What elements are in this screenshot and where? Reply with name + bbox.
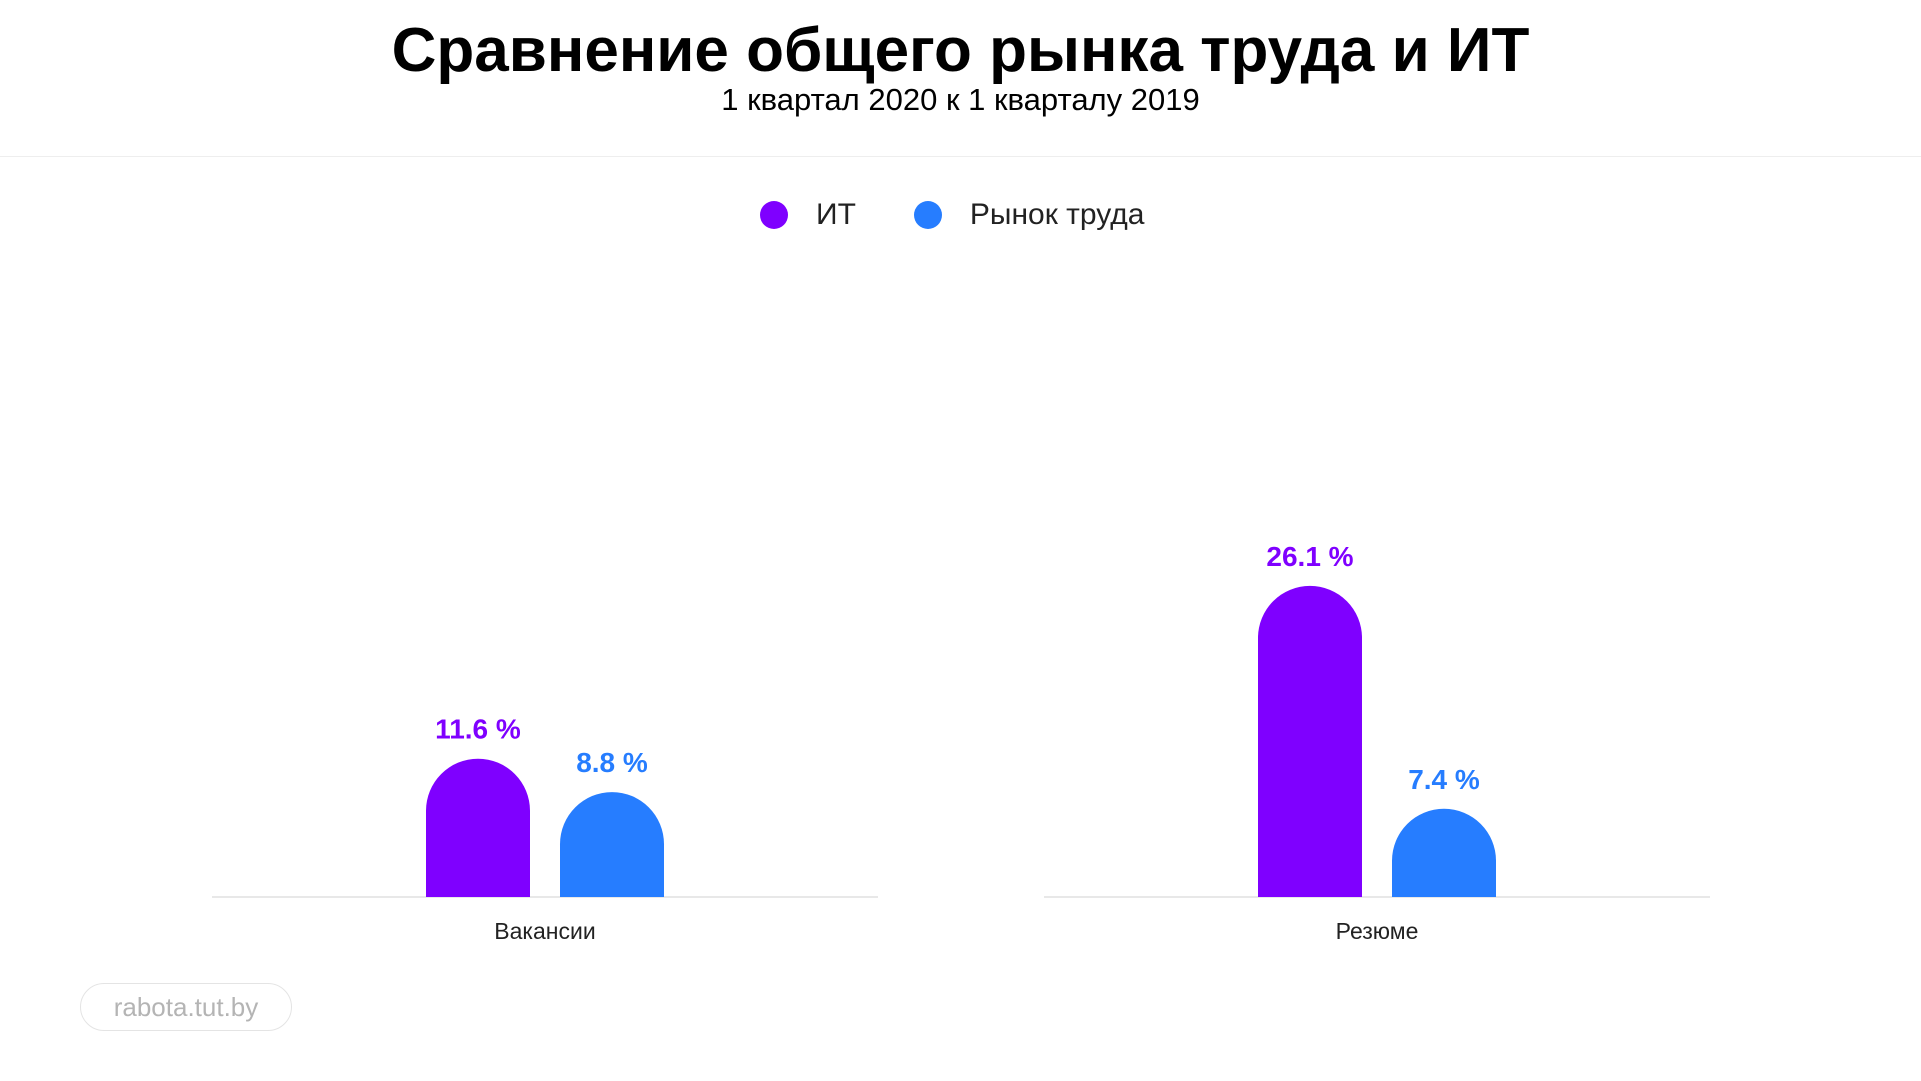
legend: ИТ Рынок труда (760, 193, 1202, 237)
data-label: 8.8 % (576, 747, 648, 778)
bar (1392, 808, 1496, 897)
bar (426, 758, 530, 897)
chart-subtitle: 1 квартал 2020 к 1 кварталу 2019 (721, 82, 1200, 117)
category-label: Вакансии (494, 918, 595, 944)
legend-item-labor-market: Рынок труда (913, 195, 1145, 235)
data-label: 26.1 % (1266, 541, 1353, 572)
data-label: 11.6 % (435, 714, 521, 745)
data-label: 7.4 % (1408, 764, 1480, 795)
legend-dot-labor-market (913, 201, 942, 229)
watermark-badge: rabota.tut.by (80, 983, 292, 1031)
header: Сравнение общего рынка труда и ИТ 1 квар… (0, 0, 1921, 157)
legend-item-it: ИТ (760, 195, 856, 235)
chart-title: Сравнение общего рынка труда и ИТ (391, 16, 1530, 85)
legend-label-it: ИТ (816, 198, 856, 231)
bar (1258, 585, 1362, 897)
legend-dot-it (760, 201, 788, 229)
category-label: Резюме (1336, 918, 1419, 944)
legend-label-labor-market: Рынок труда (969, 198, 1145, 231)
bar (560, 792, 664, 897)
